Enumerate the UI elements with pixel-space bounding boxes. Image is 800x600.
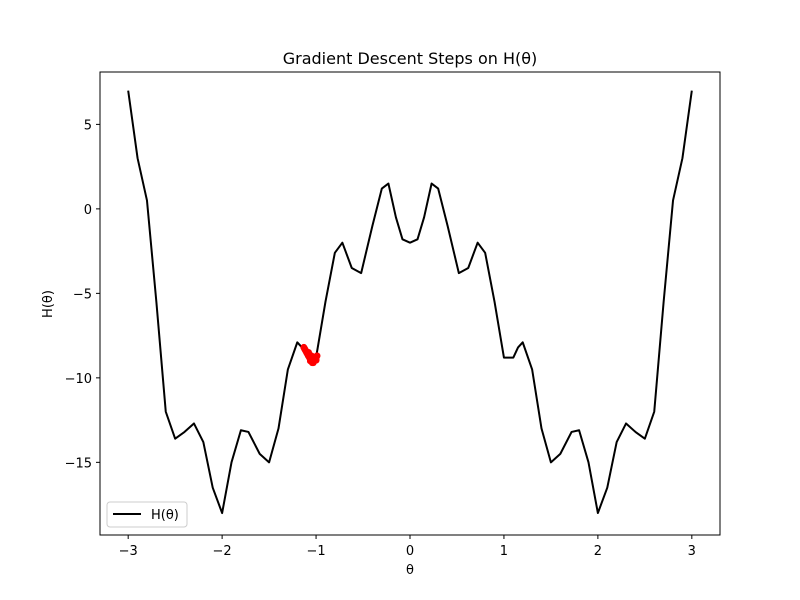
x-tick-label: 2 [594, 544, 602, 559]
y-tick-label: −15 [65, 456, 92, 471]
x-axis-label: θ [406, 563, 414, 578]
chart-title: Gradient Descent Steps on H(θ) [283, 49, 538, 68]
plot-frame [99, 71, 721, 536]
x-tick-label: −1 [306, 544, 325, 559]
y-tick-label: 0 [84, 203, 92, 218]
x-tick-label: 1 [500, 544, 508, 559]
x-tick-label: 3 [688, 544, 696, 559]
step-marker [306, 357, 314, 365]
y-tick-label: 5 [84, 118, 92, 133]
marker-layer [300, 343, 321, 367]
legend-box [106, 501, 188, 528]
step-marker [312, 356, 320, 364]
y-tick-label: −10 [65, 372, 92, 387]
x-tick-label: −2 [213, 544, 232, 559]
y-tick-label: −5 [73, 287, 92, 302]
series-line [127, 90, 693, 515]
legend: H(θ) [106, 501, 188, 528]
series-layer [127, 90, 693, 515]
y-axis-ticks: 5 0 −5 −10 −15 [65, 118, 100, 471]
step-marker [305, 349, 313, 357]
x-tick-label: 0 [406, 544, 414, 559]
legend-label: H(θ) [151, 508, 179, 523]
y-axis-label: H(θ) [41, 290, 56, 318]
x-tick-label: −3 [119, 544, 138, 559]
x-axis-ticks: −3 −2 −1 0 1 2 3 [119, 535, 696, 559]
